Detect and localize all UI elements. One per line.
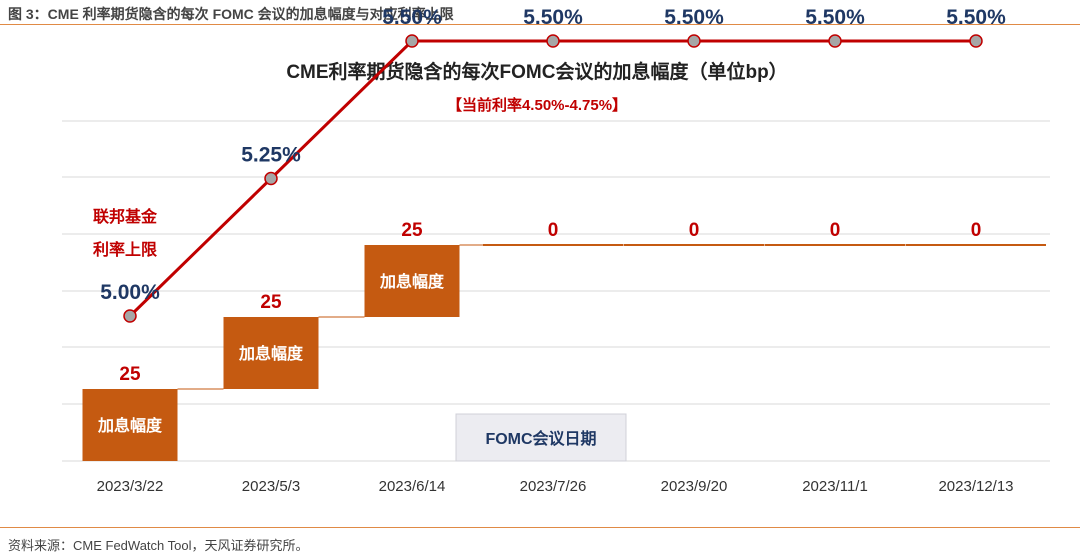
x-tick-label: 2023/6/14 [379, 478, 446, 495]
x-tick-label: 2023/12/13 [938, 478, 1013, 495]
hike-bar-label: 加息幅度 [379, 272, 445, 291]
hike-bar-label: 加息幅度 [238, 344, 304, 363]
series-label-line1: 联邦基金 [93, 207, 158, 226]
x-tick-label: 2023/5/3 [242, 478, 300, 495]
rate-point [687, 34, 701, 48]
hike-bar [364, 245, 460, 317]
fomc-date-legend: FOMC会议日期 [485, 429, 596, 448]
fomc-date-legend-box [455, 413, 627, 462]
hike-steps: 加息幅度 25 加息幅度 25 加息幅度 25 0 0 0 0 [82, 220, 1046, 461]
x-tick-label: 2023/7/26 [520, 478, 587, 495]
figure-caption: 图 3：CME 利率期货隐含的每次 FOMC 会议的加息幅度与对应利率上限 [8, 6, 454, 22]
hike-bar [223, 317, 319, 389]
rate-point [969, 34, 983, 48]
source-note: 资料来源：CME FedWatch Tool，天风证券研究所。 [8, 538, 309, 553]
x-axis-ticks: 2023/3/22 2023/5/3 2023/6/14 2023/7/26 2023/… [97, 478, 1014, 495]
rate-value-label: 5.50% [946, 6, 1006, 29]
gridlines [62, 120, 1050, 462]
hike-value-label: 25 [260, 292, 282, 313]
chart-subtitle: 【当前利率4.50%-4.75%】 [447, 96, 627, 114]
rate-value-label: 5.50% [382, 6, 442, 29]
rate-line: 5.00% 5.25% 5.50% 5.50% 5.50% 5.50% 5.50% [100, 6, 1006, 323]
series-label-line2: 利率上限 [93, 240, 158, 259]
rate-point [405, 34, 419, 48]
hike-value-label: 0 [971, 220, 982, 241]
x-tick-label: 2023/3/22 [97, 478, 164, 495]
x-tick-label: 2023/9/20 [661, 478, 728, 495]
hike-value-label: 0 [689, 220, 700, 241]
bottom-divider [0, 527, 1080, 528]
chart-title: CME利率期货隐含的每次FOMC会议的加息幅度（单位bp） [286, 60, 787, 83]
rate-point [264, 171, 278, 186]
rate-value-label: 5.50% [805, 6, 865, 29]
top-divider [0, 24, 1080, 25]
hike-value-label: 25 [401, 220, 423, 241]
hike-bar-label: 加息幅度 [97, 416, 163, 435]
hike-value-label: 25 [119, 364, 141, 385]
hike-value-label: 0 [548, 220, 559, 241]
rate-point [828, 34, 842, 48]
x-tick-label: 2023/11/1 [802, 478, 868, 495]
rate-value-label: 5.25% [241, 144, 301, 167]
rate-value-label: 5.50% [664, 6, 724, 29]
hike-value-label: 0 [830, 220, 841, 241]
rate-point [123, 309, 137, 323]
rate-point [546, 34, 560, 48]
rate-value-label: 5.50% [523, 6, 583, 29]
rate-value-label: 5.00% [100, 281, 160, 304]
hike-bar [82, 389, 178, 461]
